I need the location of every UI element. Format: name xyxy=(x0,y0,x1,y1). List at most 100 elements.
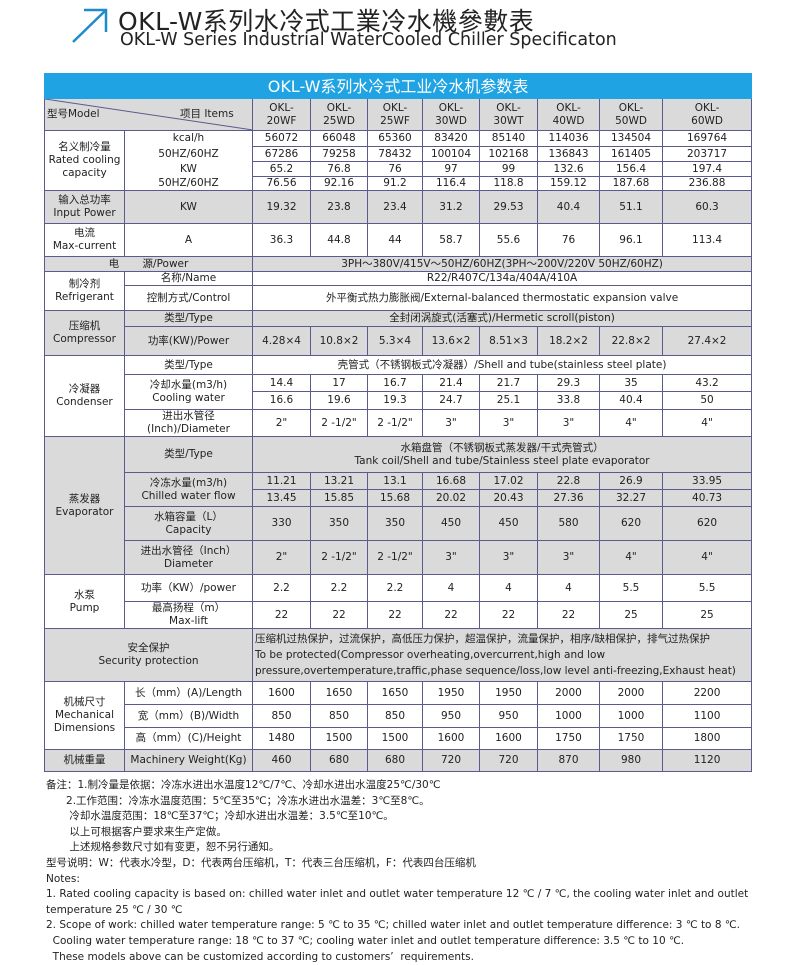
cell-text: 50WD xyxy=(615,114,647,127)
cell-text: 1600 xyxy=(268,686,295,699)
note-line: 2. Scope of work: chilled water temperat… xyxy=(46,919,740,932)
cell-text: 4 xyxy=(565,581,572,594)
cell-text: 114036 xyxy=(548,132,589,144)
cell-text: 类型/Type xyxy=(164,358,213,371)
value-cell: 99 xyxy=(479,161,538,177)
cell-text: 350 xyxy=(328,517,350,529)
cell-text: 2 -1/2" xyxy=(321,416,357,429)
table-cell: 宽（mm）(B)/Width xyxy=(124,704,253,728)
cell-text: OKL- xyxy=(438,101,464,114)
evaporator-row: 进出水管径（Inch） Diameter 2" 2 -1/2" 2 -1/2" 3" 3" 3… xyxy=(45,540,753,575)
table-cell: 类型/Type xyxy=(124,310,253,327)
pump-row: 水泵 Pump 功率（KW）/power 2.2 2.2 2.2 4 4 4 5.5 5.5 xyxy=(44,574,753,629)
value-cell: 11.21 xyxy=(252,472,311,490)
cell-text: 870 xyxy=(558,754,579,766)
value-cell: 2 -1/2" xyxy=(310,409,368,437)
cell-text: 100104 xyxy=(430,147,472,160)
unit-label: kcal/h xyxy=(124,130,253,147)
value-cell: 32.27 xyxy=(599,489,663,507)
cell-text: 4" xyxy=(701,416,713,429)
value-cell: 1650 xyxy=(310,681,368,705)
value-cell: 22 xyxy=(367,601,423,629)
cell-text: 1500 xyxy=(325,732,353,744)
cell-text: 19.3 xyxy=(383,394,407,406)
model-header: OKL- 20WF xyxy=(252,98,311,131)
cell-text: 102168 xyxy=(488,147,529,160)
value-cell: 22 xyxy=(537,601,600,629)
cell-text: 60WD xyxy=(691,114,723,127)
value-cell: 580 xyxy=(537,506,600,541)
cell-text: 44 xyxy=(388,233,402,246)
value-cell: 67286 xyxy=(252,146,311,162)
value-cell: 40.4 xyxy=(537,190,600,224)
value-cell: 31.2 xyxy=(422,190,480,224)
value-cell: 2" xyxy=(252,540,311,575)
value-cell: 350 xyxy=(310,506,368,541)
cell-text: 136843 xyxy=(548,147,589,160)
cell-text: 10.8×2 xyxy=(319,334,359,347)
cell-text: 13.1 xyxy=(383,474,407,487)
value-cell: 5.5 xyxy=(599,574,663,602)
model-header: OKL- 40WD xyxy=(537,98,600,131)
cell-text: 11.21 xyxy=(266,474,297,487)
cell-text: Pump xyxy=(69,601,100,614)
cell-text: 4 xyxy=(447,581,455,594)
table-cell: 壳管式（不锈钢板式冷凝器）/Shell and tube(stainless s… xyxy=(251,355,753,375)
cell-text: 长（mm）(A)/Length xyxy=(134,686,243,699)
cell-text: 25 xyxy=(624,608,638,621)
cell-text: Refrigerant xyxy=(55,291,114,303)
table-cell: 外平衡式热力膨胀阀/External-balanced thermostatic… xyxy=(251,285,753,311)
cell-text: 92.16 xyxy=(323,177,355,190)
cell-text: 159.12 xyxy=(550,177,587,190)
cell-text: 17.02 xyxy=(493,474,524,487)
cell-text: 2 -1/2" xyxy=(377,551,413,563)
value-cell: 1600 xyxy=(422,727,480,750)
cell-text: 3PH～380V/415V～50HZ/60HZ(3PH～200V/220V 50… xyxy=(341,257,663,270)
note-line: 冷却水温度范围：18℃至37℃；冷却水进出水温差：3.5℃至10℃。 xyxy=(46,810,394,823)
security-row: 安全保护 Security protection 压缩机过热保护，过流保护，高低压力… xyxy=(44,628,753,682)
cell-text: 65360 xyxy=(378,132,412,144)
cell-text: Machinery Weight(Kg) xyxy=(130,754,247,766)
value-cell: 1950 xyxy=(479,681,538,705)
value-cell: 19.6 xyxy=(310,391,368,410)
condenser-row: 进出水管径 (Inch)/Diameter 2" 2 -1/2" 2 -1/2" 3" 3"… xyxy=(45,409,753,437)
value-cell: 1750 xyxy=(599,727,663,750)
cell-text: OKL- xyxy=(269,101,294,114)
value-cell: 2" xyxy=(252,409,311,437)
header-row: 型号Model 项目 Items OKL- 20WF OKL- 25WD OKL- 25WF O… xyxy=(44,98,753,131)
cell-text: 22 xyxy=(561,608,576,621)
unit-label: KW xyxy=(124,161,253,177)
value-cell: 22.8 xyxy=(537,472,600,490)
value-cell: 950 xyxy=(479,704,538,728)
cell-text: 水箱盘管（不锈钢板式蒸发器/干式壳管式） xyxy=(400,441,604,454)
value-cell: 13.6×2 xyxy=(422,326,480,356)
value-cell: 159.12 xyxy=(537,176,600,191)
cell-text: 16.68 xyxy=(435,474,467,487)
dimensions-row: 宽（mm）(B)/Width 850 850 850 950 950 1000 1000 110… xyxy=(45,704,753,728)
cell-text: 2" xyxy=(275,416,288,429)
value-cell: 460 xyxy=(252,749,311,772)
value-cell: 3" xyxy=(422,409,480,437)
cell-text: 680 xyxy=(384,754,406,766)
cell-text: 输入总功率 xyxy=(58,194,111,206)
cooling-row: 50HZ/60HZ 76.56 92.16 91.2 116.4 118.8 159.12 1… xyxy=(45,176,753,191)
cell-text: Condenser xyxy=(56,396,113,408)
cell-text: 60.3 xyxy=(695,200,719,213)
cell-text: 97 xyxy=(444,162,458,175)
cell-text: 4" xyxy=(625,551,637,563)
cell-text: 58.7 xyxy=(439,233,463,246)
cell-text: 16.7 xyxy=(383,376,407,389)
cell-text: 35 xyxy=(624,376,638,389)
cell-text: OKL- xyxy=(694,101,720,114)
refrigerant-row: 控制方式/Control 外平衡式热力膨胀阀/External-balanced … xyxy=(45,285,753,311)
cell-text: 2000 xyxy=(555,686,582,699)
value-cell: 26.9 xyxy=(599,472,663,490)
value-cell: 113.4 xyxy=(661,223,753,257)
cooling-row: 名义制冷量 Rated cooling capacity kcal/h 56072 660… xyxy=(44,130,753,191)
value-cell: 3" xyxy=(537,409,600,437)
value-cell: 620 xyxy=(599,506,663,541)
cell-text: 3" xyxy=(502,551,515,563)
value-cell: 40.73 xyxy=(661,489,753,507)
cooling-capacity-label: 名义制冷量 Rated cooling capacity xyxy=(44,130,125,191)
cell-text: Max-lift xyxy=(169,615,208,627)
